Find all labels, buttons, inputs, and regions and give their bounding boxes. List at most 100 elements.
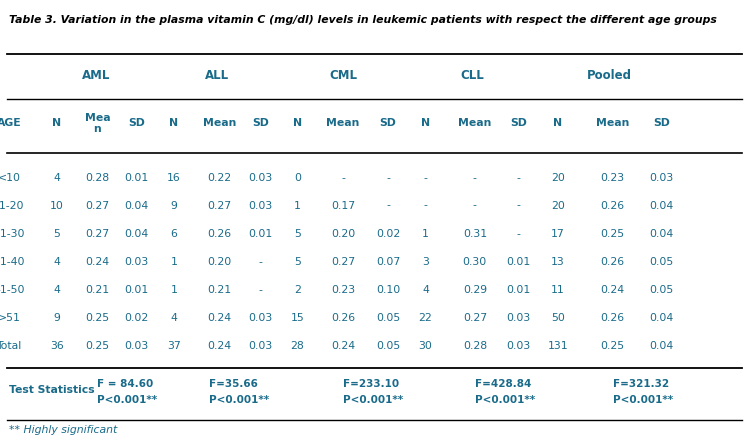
Text: -: -	[473, 201, 477, 210]
Text: Pooled: Pooled	[587, 69, 632, 82]
Text: Mea
n: Mea n	[85, 113, 110, 134]
Text: F=233.10: F=233.10	[343, 379, 399, 389]
Text: -: -	[341, 173, 345, 183]
Text: 6: 6	[170, 229, 178, 239]
Text: 0.24: 0.24	[601, 285, 625, 295]
Text: 4: 4	[422, 285, 429, 295]
Text: N: N	[293, 119, 302, 128]
Text: 0.01: 0.01	[124, 173, 148, 183]
Text: F = 84.60: F = 84.60	[97, 379, 154, 389]
Text: 0.22: 0.22	[207, 173, 231, 183]
Text: 11: 11	[551, 285, 565, 295]
Text: 0.05: 0.05	[376, 341, 400, 351]
Text: N: N	[169, 119, 178, 128]
Text: 0.03: 0.03	[249, 173, 273, 183]
Text: -: -	[386, 173, 390, 183]
Text: 0.25: 0.25	[601, 229, 625, 239]
Text: 0.24: 0.24	[207, 314, 231, 323]
Text: 0.17: 0.17	[331, 201, 355, 210]
Text: 15: 15	[291, 314, 304, 323]
Text: CLL: CLL	[460, 69, 484, 82]
Text: 1: 1	[170, 285, 178, 295]
Text: ** Highly significant: ** Highly significant	[9, 425, 118, 435]
Text: 36: 36	[50, 341, 64, 351]
Text: 0.27: 0.27	[331, 257, 355, 267]
Text: 13: 13	[551, 257, 565, 267]
Text: 0.04: 0.04	[124, 201, 148, 210]
Text: 0.21: 0.21	[85, 285, 109, 295]
Text: 11-20: 11-20	[0, 201, 25, 210]
Text: -: -	[258, 285, 263, 295]
Text: P<0.001**: P<0.001**	[97, 396, 157, 405]
Text: F=35.66: F=35.66	[209, 379, 258, 389]
Text: <10: <10	[0, 173, 20, 183]
Text: 0.04: 0.04	[649, 229, 673, 239]
Text: 0.05: 0.05	[649, 257, 673, 267]
Text: 5: 5	[53, 229, 61, 239]
Text: AML: AML	[82, 69, 111, 82]
Text: Mean: Mean	[203, 119, 236, 128]
Text: 9: 9	[170, 201, 178, 210]
Text: 0.05: 0.05	[376, 314, 400, 323]
Text: -: -	[423, 173, 428, 183]
Text: 0.01: 0.01	[506, 257, 530, 267]
Text: N: N	[421, 119, 430, 128]
Text: 22: 22	[419, 314, 432, 323]
Text: 10: 10	[50, 201, 64, 210]
Text: P<0.001**: P<0.001**	[613, 396, 673, 405]
Text: N: N	[52, 119, 61, 128]
Text: Table 3. Variation in the plasma vitamin C (mg/dl) levels in leukemic patients w: Table 3. Variation in the plasma vitamin…	[9, 15, 717, 26]
Text: P<0.001**: P<0.001**	[475, 396, 535, 405]
Text: 0.27: 0.27	[85, 229, 109, 239]
Text: 30: 30	[419, 341, 432, 351]
Text: 0.26: 0.26	[601, 201, 625, 210]
Text: 0.03: 0.03	[649, 173, 673, 183]
Text: 1: 1	[170, 257, 178, 267]
Text: 0.03: 0.03	[506, 314, 530, 323]
Text: 0.27: 0.27	[463, 314, 487, 323]
Text: 20: 20	[551, 201, 565, 210]
Text: 0: 0	[294, 173, 301, 183]
Text: 2: 2	[294, 285, 301, 295]
Text: 0.27: 0.27	[207, 201, 231, 210]
Text: 0.28: 0.28	[85, 173, 109, 183]
Text: 9: 9	[53, 314, 61, 323]
Text: 31-40: 31-40	[0, 257, 25, 267]
Text: 0.03: 0.03	[124, 341, 148, 351]
Text: 0.27: 0.27	[85, 201, 109, 210]
Text: 50: 50	[551, 314, 565, 323]
Text: 0.03: 0.03	[249, 314, 273, 323]
Text: Mean: Mean	[458, 119, 491, 128]
Text: 131: 131	[548, 341, 568, 351]
Text: 20: 20	[551, 173, 565, 183]
Text: 0.04: 0.04	[124, 229, 148, 239]
Text: 4: 4	[53, 285, 61, 295]
Text: 5: 5	[294, 257, 301, 267]
Text: -: -	[516, 201, 521, 210]
Text: -: -	[516, 173, 521, 183]
Text: >51: >51	[0, 314, 20, 323]
Text: 0.29: 0.29	[463, 285, 487, 295]
Text: 1: 1	[422, 229, 429, 239]
Text: F=428.84: F=428.84	[475, 379, 531, 389]
Text: 0.28: 0.28	[463, 341, 487, 351]
Text: 0.26: 0.26	[601, 257, 625, 267]
Text: -: -	[386, 201, 390, 210]
Text: 4: 4	[53, 173, 61, 183]
Text: AGE: AGE	[0, 119, 21, 128]
Text: 0.21: 0.21	[207, 285, 231, 295]
Text: 0.10: 0.10	[376, 285, 400, 295]
Text: 0.26: 0.26	[207, 229, 231, 239]
Text: P<0.001**: P<0.001**	[209, 396, 269, 405]
Text: 0.26: 0.26	[601, 314, 625, 323]
Text: 21-30: 21-30	[0, 229, 25, 239]
Text: Mean: Mean	[596, 119, 629, 128]
Text: 0.23: 0.23	[601, 173, 625, 183]
Text: 0.04: 0.04	[649, 314, 673, 323]
Text: 16: 16	[167, 173, 181, 183]
Text: 0.07: 0.07	[376, 257, 400, 267]
Text: 0.03: 0.03	[124, 257, 148, 267]
Text: 0.02: 0.02	[124, 314, 148, 323]
Text: ALL: ALL	[205, 69, 229, 82]
Text: 0.30: 0.30	[463, 257, 487, 267]
